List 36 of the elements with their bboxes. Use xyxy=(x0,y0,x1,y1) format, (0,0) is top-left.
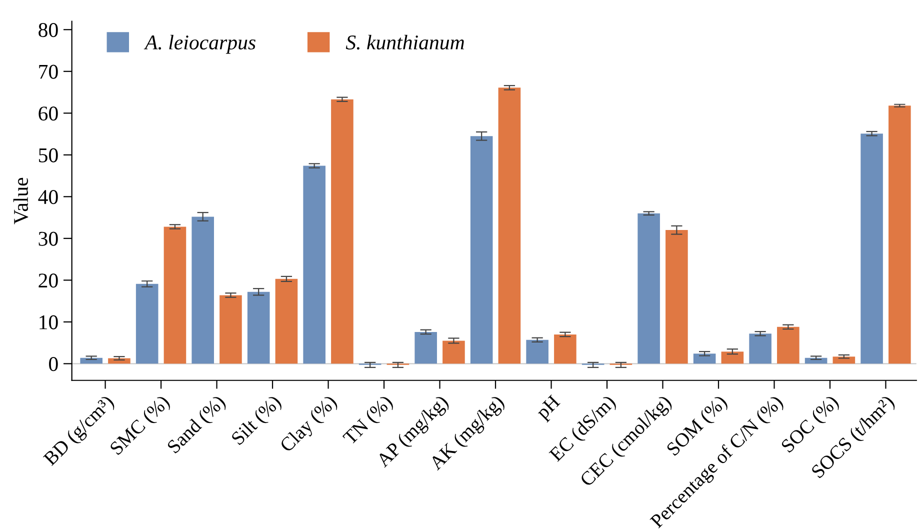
y-tick-label: 0 xyxy=(49,357,58,372)
bar xyxy=(303,166,326,364)
bar xyxy=(526,340,548,364)
y-tick-label: 50 xyxy=(39,148,58,162)
bar xyxy=(554,334,576,364)
bar xyxy=(777,326,800,364)
bar xyxy=(275,278,298,364)
bar xyxy=(80,358,102,364)
bar xyxy=(331,99,354,364)
bar xyxy=(638,213,660,364)
y-tick-label: 20 xyxy=(38,274,58,288)
y-tick-label: 10 xyxy=(40,315,58,330)
y-tick-label: 30 xyxy=(38,232,58,246)
bar xyxy=(721,352,744,364)
bar xyxy=(220,295,242,364)
bar xyxy=(136,284,158,364)
y-tick-label: 70 xyxy=(39,64,58,79)
y-axis-title: Value xyxy=(13,178,28,224)
bar xyxy=(414,332,437,364)
bar xyxy=(693,354,716,364)
bar xyxy=(164,226,186,364)
bar xyxy=(666,230,688,364)
bar xyxy=(498,88,521,364)
y-tick-label: 40 xyxy=(38,190,58,204)
y-tick-label: 60 xyxy=(38,106,58,121)
bar xyxy=(860,134,883,364)
bar xyxy=(888,106,911,364)
bar xyxy=(470,136,493,364)
bar xyxy=(442,340,465,364)
legend-label: S. kunthianum xyxy=(346,34,464,50)
bar xyxy=(749,334,772,364)
bar xyxy=(247,292,270,364)
legend-label: A. leiocarpus xyxy=(144,34,256,54)
x-tick-label: pH xyxy=(535,394,564,423)
bar xyxy=(192,216,214,364)
y-tick-label: 80 xyxy=(38,23,58,38)
